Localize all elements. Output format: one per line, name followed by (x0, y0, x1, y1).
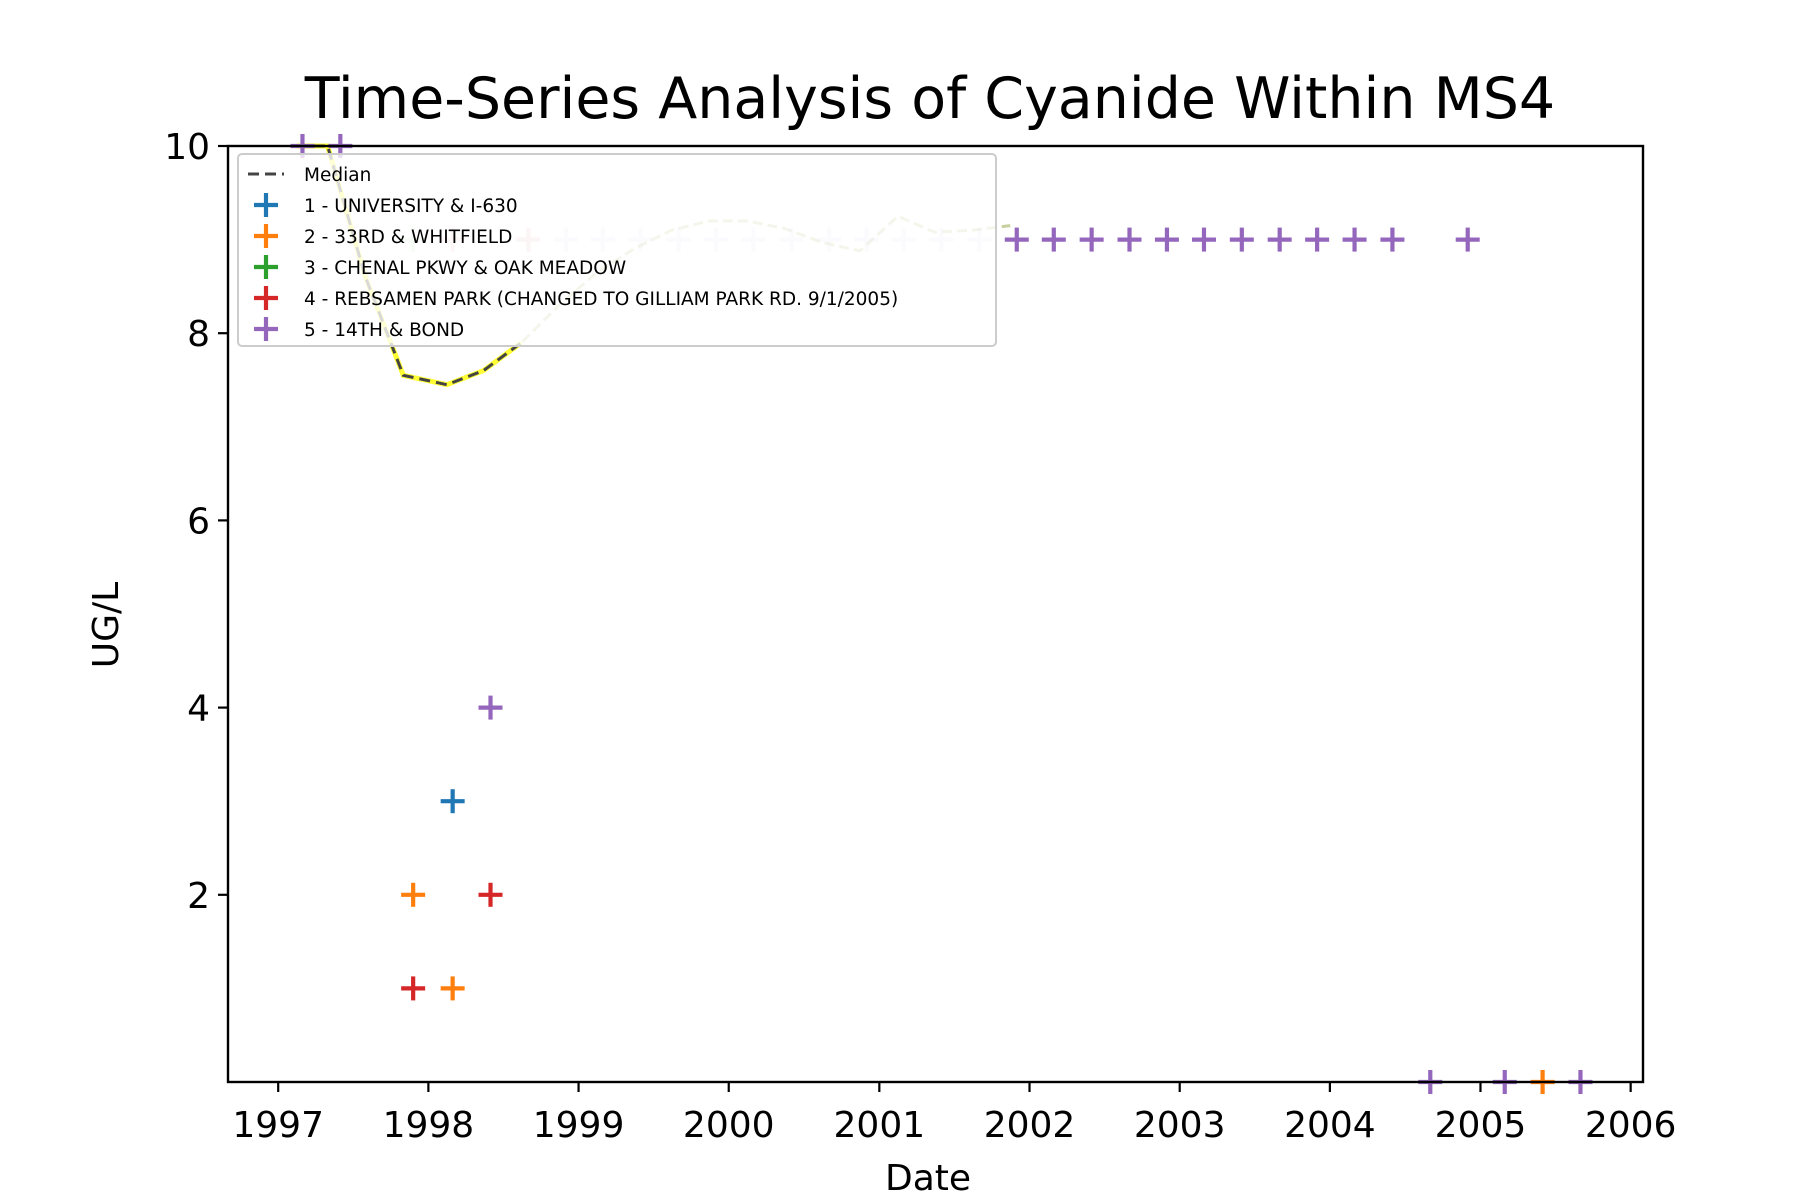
series-5-point (1342, 227, 1367, 252)
series-1-point (440, 789, 465, 814)
series-2-point (440, 976, 465, 1001)
plot-area: 2 4 6 8 10 1997 1998 1999 2000 2001 2002 2003 2004 20… (164, 127, 1676, 1146)
series-5-point (1004, 227, 1029, 252)
y-tick-label: 6 (187, 501, 210, 542)
x-tick-label: 1998 (383, 1105, 475, 1146)
x-tick-label: 2004 (1284, 1105, 1376, 1146)
series-5-point (1305, 227, 1330, 252)
series-2-point (401, 882, 426, 907)
x-tick-label: 2005 (1435, 1105, 1527, 1146)
legend-swatch-5 (254, 317, 278, 341)
legend-label-4: 4 - REBSAMEN PARK (CHANGED TO GILLIAM PA… (304, 289, 898, 310)
legend-swatch-2 (254, 224, 278, 248)
y-tick-label: 10 (164, 127, 210, 168)
legend-label-1: 1 - UNIVERSITY & I-630 (304, 196, 518, 217)
legend-box (237, 153, 997, 347)
y-tick-label: 2 (187, 876, 210, 917)
series-4-point (478, 882, 503, 907)
chart-title: Time-Series Analysis of Cyanide Within M… (304, 66, 1555, 132)
series-5-point (1154, 227, 1179, 252)
legend-swatch-4 (254, 286, 278, 310)
y-tick-label: 8 (187, 314, 210, 355)
x-axis-title: Date (885, 1158, 971, 1199)
series-5-point (1455, 227, 1480, 252)
x-tick-label: 2001 (834, 1105, 926, 1146)
series-5-point (1191, 227, 1216, 252)
x-tick-label: 2002 (984, 1105, 1076, 1146)
x-tick-label: 2006 (1585, 1105, 1677, 1146)
x-tick-label: 1997 (232, 1105, 324, 1146)
series-5-point (1079, 227, 1104, 252)
legend-median-label: Median (304, 165, 371, 186)
series-5-point (1267, 227, 1292, 252)
series-5-point (478, 695, 503, 720)
series-5-point (1041, 227, 1066, 252)
series-4-point (401, 976, 426, 1001)
legend-label-2: 2 - 33RD & WHITFIELD (304, 227, 512, 248)
plot-frame (226, 144, 1645, 1084)
y-axis-title: UG/L (86, 582, 127, 668)
legend-label-3: 3 - CHENAL PKWY & OAK MEADOW (304, 258, 626, 279)
legend-swatch-3 (254, 255, 278, 279)
legend-label-5: 5 - 14TH & BOND (304, 320, 464, 341)
series-5-point (1380, 227, 1405, 252)
x-tick-label: 1999 (533, 1105, 625, 1146)
legend-swatch-1 (254, 193, 278, 217)
median-line (296, 144, 523, 387)
legend: Median 1 - UNIVERSITY & I-630 2 - 33RD & W… (237, 153, 997, 347)
x-tick-label: 2000 (683, 1105, 775, 1146)
y-tick-label: 4 (187, 689, 210, 730)
series-5-point (1117, 227, 1142, 252)
series-5-point (1229, 227, 1254, 252)
x-tick-label: 2003 (1134, 1105, 1226, 1146)
